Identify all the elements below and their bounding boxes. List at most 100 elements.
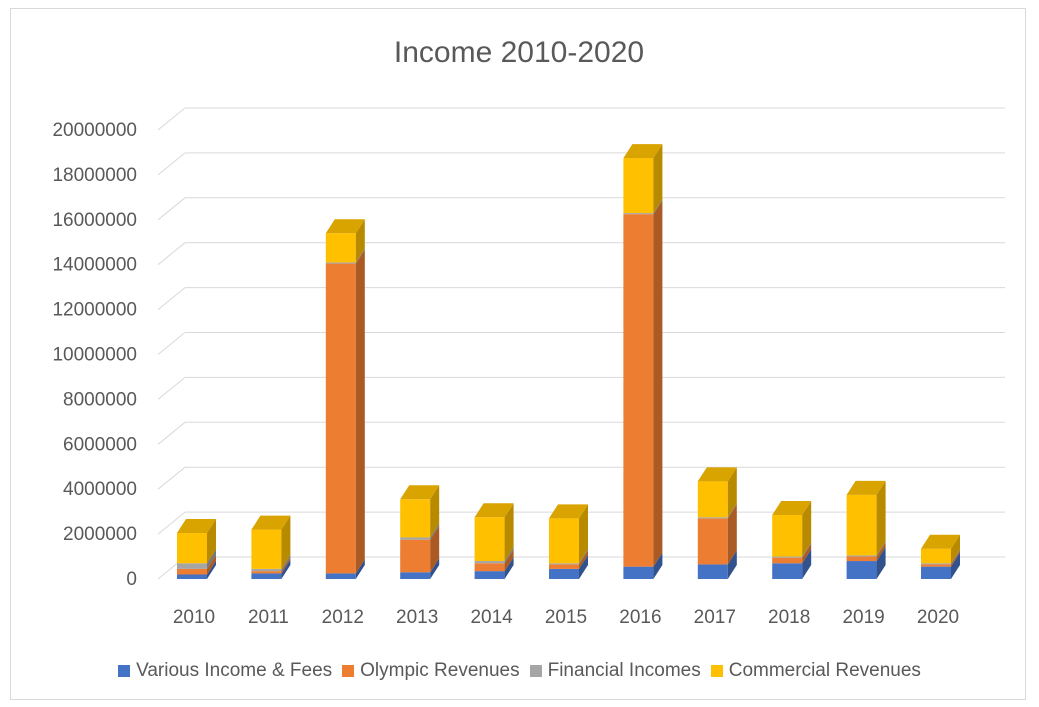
bar-segment-side: [430, 558, 440, 579]
bar-top: [772, 501, 812, 516]
bar-stack-2015: [549, 504, 588, 579]
bar-segment-front: [325, 233, 356, 263]
legend-label: Commercial Revenues: [728, 660, 921, 681]
bar-segment-side: [802, 549, 812, 579]
x-tick-label: 2014: [470, 607, 513, 628]
x-tick-label: 2018: [768, 607, 810, 628]
bar-segment-side: [207, 560, 216, 579]
bar-stack-2012: [325, 219, 365, 579]
bar-segment-side: [802, 543, 812, 564]
bar-segment-front: [474, 563, 505, 572]
bar-segment-front: [474, 571, 505, 579]
bar-segment-front: [772, 515, 803, 557]
bar-segment-side: [579, 554, 588, 579]
y-tick-label: 14000000: [52, 255, 137, 276]
bar-top: [846, 480, 886, 495]
bar-segment-side: [653, 200, 663, 567]
bar-segment-side: [951, 552, 960, 579]
legend-label: Various Income & Fees: [136, 660, 333, 681]
bar-segment-side: [504, 547, 514, 564]
bar-segment-side: [430, 525, 440, 573]
gridline-diagonal: [157, 197, 186, 221]
chart-title: Income 2010-2020: [394, 36, 644, 69]
bar-segment-front: [697, 481, 728, 518]
bar-segment-side: [727, 550, 737, 579]
bar-segment-front: [325, 573, 356, 579]
legend-label: Financial Incomes: [547, 660, 701, 681]
bar-segment-side: [876, 542, 886, 562]
bar-segment-front: [549, 568, 579, 579]
bar-segment-front: [846, 556, 877, 562]
bar-segment-side: [504, 503, 514, 562]
bar-segment-front: [474, 517, 505, 562]
bars: [177, 144, 960, 579]
y-tick-label: 10000000: [52, 345, 137, 366]
bar-stack-2018: [772, 501, 812, 579]
y-tick-label: 18000000: [52, 165, 137, 186]
x-tick-label: 2013: [396, 607, 438, 628]
bar-top: [177, 518, 216, 533]
legend-item: Olympic Revenues: [342, 660, 520, 682]
bar-segment-side: [802, 542, 812, 558]
gridline-diagonal: [157, 107, 186, 131]
bar-segment-side: [355, 219, 365, 263]
bar-top: [325, 219, 365, 234]
bar-segment-front: [921, 563, 951, 565]
legend-swatch: [342, 665, 355, 677]
bar-segment-front: [697, 564, 728, 579]
bar-segment-side: [504, 557, 514, 579]
bar-segment-side: [355, 249, 365, 574]
bar-stack-2010: [177, 518, 216, 579]
y-axis-tick-labels: 0 2000000 4000000 6000000 8000000 10000000 120…: [52, 120, 137, 590]
bar-segment-side: [281, 554, 291, 572]
bar-segment-side: [281, 557, 291, 574]
bar-segment-front: [623, 158, 654, 214]
bar-top: [474, 503, 514, 518]
bar-segment-side: [951, 550, 960, 567]
y-tick-label: 20000000: [52, 120, 137, 141]
x-tick-label: 2020: [917, 607, 959, 628]
bar-segment-side: [430, 523, 440, 540]
bar-segment-front: [251, 568, 282, 572]
bar-segment-side: [579, 550, 588, 569]
gridline-diagonal: [157, 152, 186, 176]
bar-top: [251, 515, 291, 530]
x-axis-tick-labels: 2010 2011 2012 2013 2014 2015 2016 2017 2018 2019…: [173, 607, 959, 628]
y-tick-label: 6000000: [63, 434, 137, 455]
bar-top: [697, 467, 737, 482]
bar-segment-side: [727, 467, 737, 518]
bar-segment-front: [400, 572, 431, 579]
legend-item: Various Income & Fees: [118, 660, 332, 682]
gridline-diagonal: [157, 332, 186, 355]
bar-segment-side: [504, 549, 514, 572]
legend-item: Commercial Revenues: [710, 660, 921, 682]
bar-segment-front: [846, 561, 877, 579]
bar-segment-front: [549, 564, 579, 569]
bar-segment-side: [281, 515, 291, 569]
bar-top: [921, 534, 960, 549]
bar-segment-front: [325, 263, 356, 574]
bar-segment-front: [697, 517, 728, 519]
bar-segment-front: [549, 518, 579, 564]
gridline-diagonal: [157, 466, 186, 490]
bar-segment-side: [951, 549, 960, 565]
gridline-diagonal: [157, 421, 186, 445]
bar-segment-front: [251, 573, 282, 579]
gridline-diagonal: [157, 377, 186, 400]
bar-segment-side: [951, 534, 960, 564]
y-tick-label: 12000000: [52, 300, 137, 321]
bar-segment-front: [921, 566, 951, 579]
bar-segment-side: [355, 559, 365, 579]
y-tick-label: 8000000: [63, 389, 137, 410]
bar-segment-side: [579, 549, 588, 565]
bar-segment-side: [207, 554, 216, 575]
bar-segment-front: [177, 574, 207, 579]
bar-segment-side: [727, 503, 737, 519]
bar-top: [549, 504, 588, 519]
legend-swatch: [529, 665, 542, 677]
bar-segment-front: [400, 537, 431, 540]
bar-stack-2019: [846, 480, 886, 579]
chart-legend: Various Income & Fees Olympic Revenues Fin…: [0, 660, 1039, 682]
bar-segment-side: [207, 549, 216, 569]
